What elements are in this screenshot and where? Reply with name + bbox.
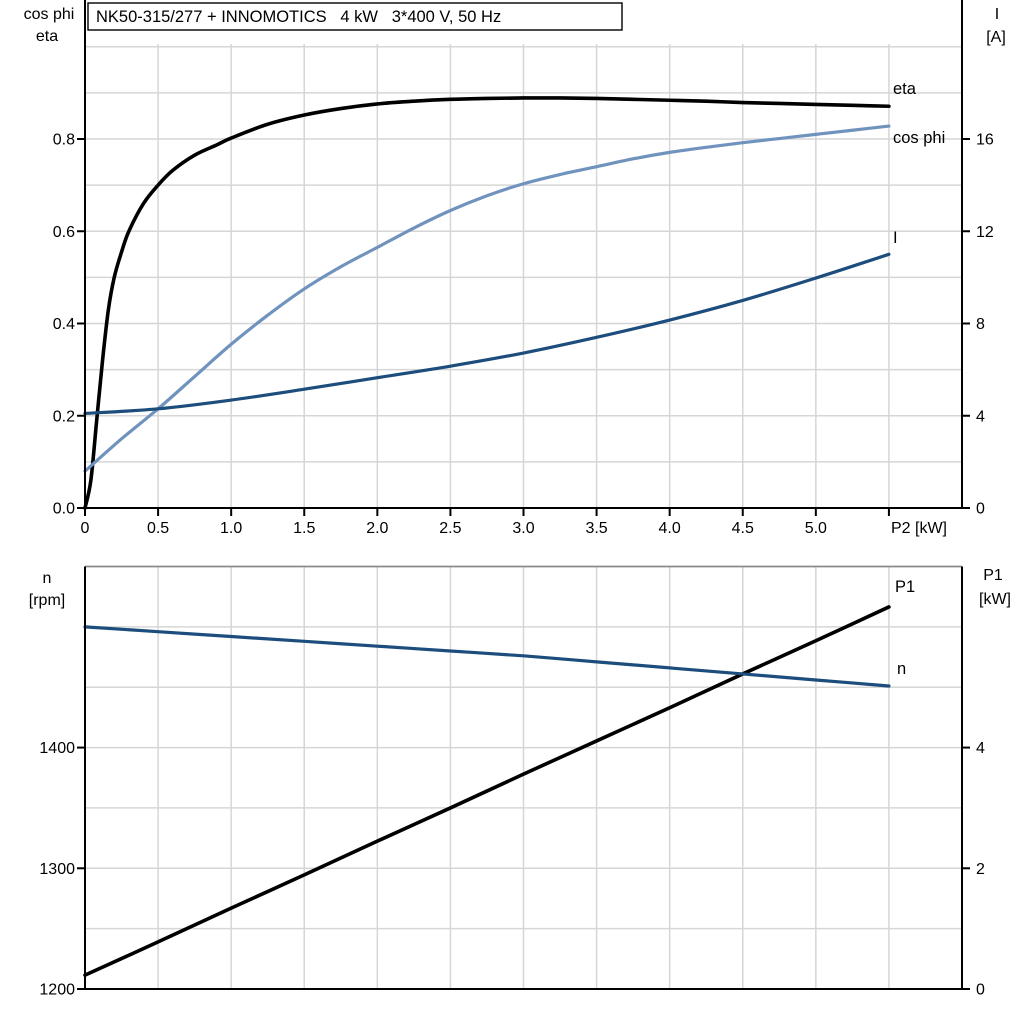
I-curve	[83, 252, 891, 416]
left-tick-label: 0.2	[53, 408, 75, 425]
bottom-left-axis-unit-rpm: [rpm]	[29, 592, 65, 609]
left-tick-label: 1200	[39, 982, 75, 999]
right-tick-label: 0	[976, 501, 985, 518]
title-box	[87, 2, 623, 31]
left-tick-label: 0.8	[53, 132, 75, 149]
right-tick-label: 16	[976, 132, 994, 149]
right-tick-label: 2	[976, 861, 985, 878]
eta-curve-label: eta	[893, 80, 917, 98]
p1-curve-label: P1	[895, 578, 915, 596]
right-tick-label: 4	[976, 408, 985, 425]
n-curve-label: n	[897, 660, 906, 678]
top-right-axis-unit-a: [A]	[986, 29, 1006, 46]
P1-curve	[83, 605, 891, 977]
x-axis-label-p2-kw: P2 [kW]	[891, 520, 947, 537]
current-curve-label: I	[893, 229, 898, 247]
right-tick-label: 8	[976, 316, 985, 333]
x-tick-label: 3.0	[512, 520, 534, 537]
left-tick-label: 0.0	[53, 501, 75, 518]
chart-title: NK50-315/277 + INNOMOTICS 4 kW 3*400 V, …	[96, 8, 501, 26]
left-tick-label: 1300	[39, 861, 75, 878]
left-tick-label: 1400	[39, 740, 75, 757]
cos-phi-curve-label: cos phi	[893, 129, 945, 147]
x-tick-label: 5.0	[805, 520, 827, 537]
x-tick-label: 3.5	[585, 520, 607, 537]
right-tick-label: 0	[976, 982, 985, 999]
right-tick-label: 4	[976, 740, 985, 757]
bottom-left-axis-label-n: n	[43, 570, 52, 587]
x-tick-label: 2.5	[439, 520, 461, 537]
x-tick-label: 4.5	[732, 520, 754, 537]
eta-curve	[83, 96, 891, 510]
x-tick-label: 1.0	[220, 520, 242, 537]
right-tick-label: 12	[976, 224, 994, 241]
left-tick-label: 0.6	[53, 224, 75, 241]
x-tick-label: 0	[81, 520, 90, 537]
top-left-axis-label-eta: eta	[36, 28, 58, 45]
x-tick-label: 1.5	[293, 520, 315, 537]
n-curve	[83, 625, 891, 688]
left-tick-label: 0.4	[53, 316, 75, 333]
bottom-right-axis-unit-kw: [kW]	[979, 591, 1011, 608]
bottom-right-axis-label-p1: P1	[983, 567, 1003, 584]
cos phi-curve	[83, 124, 891, 473]
x-tick-label: 4.0	[659, 520, 681, 537]
x-tick-label: 0.5	[147, 520, 169, 537]
top-right-axis-label-i: I	[995, 6, 999, 23]
top-left-axis-label-cos-phi: cos phi	[24, 6, 75, 23]
x-tick-label: 2.0	[366, 520, 388, 537]
